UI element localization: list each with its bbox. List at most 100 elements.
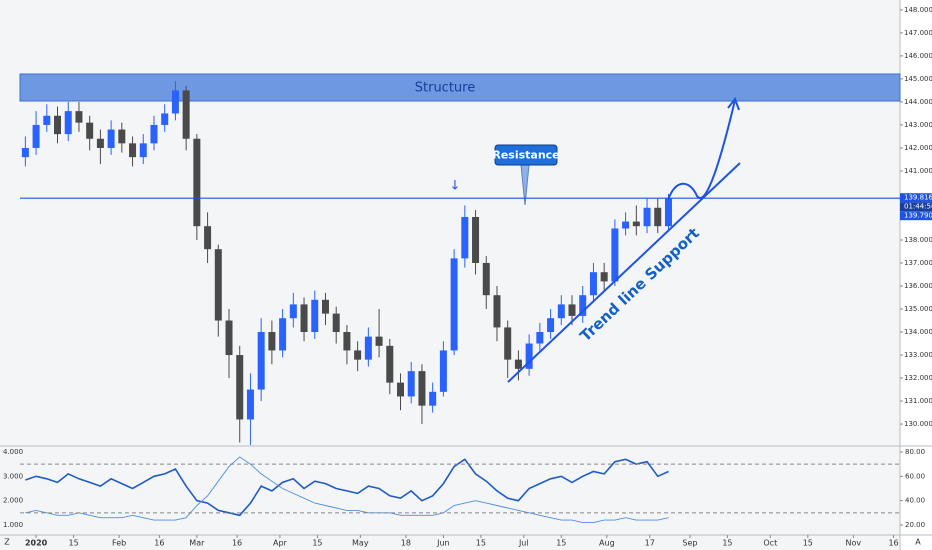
candle-body xyxy=(118,129,126,144)
indicator xyxy=(25,456,669,524)
candle-body xyxy=(439,350,447,392)
structure-label: Structure xyxy=(415,81,475,96)
countdown-label: 01:44:50 xyxy=(904,203,932,211)
y-tick-label: 130.000 xyxy=(904,420,932,428)
candle-body xyxy=(472,216,480,263)
candle-body xyxy=(611,228,619,282)
y-tick-label: 146.000 xyxy=(904,52,932,60)
arrow-head xyxy=(727,96,740,111)
candle-body xyxy=(547,318,555,333)
x-tick-label: 15 xyxy=(312,539,322,548)
candle-body xyxy=(525,343,533,369)
candle-body xyxy=(21,147,29,158)
candle-body xyxy=(461,216,469,259)
corner-label: A xyxy=(915,538,921,547)
candle-body xyxy=(246,389,254,420)
x-tick-label: 17 xyxy=(645,539,655,548)
candle-body xyxy=(86,122,94,139)
x-tick-label: 15 xyxy=(476,539,486,548)
candle-body xyxy=(193,138,201,227)
candle-body xyxy=(150,124,158,144)
price-axis-bg xyxy=(900,0,932,550)
x-tick-label: Jun xyxy=(436,539,450,548)
x-tick-label: 15 xyxy=(68,539,78,548)
callout-label: Resistance xyxy=(492,149,559,162)
candle-body xyxy=(407,371,415,397)
y-tick-label: 1.000 xyxy=(3,521,23,529)
candle-body xyxy=(364,336,372,360)
candle-body xyxy=(418,371,426,406)
y-tick-label: 133.000 xyxy=(904,351,932,359)
candle-body xyxy=(354,350,362,360)
price-tag xyxy=(900,193,932,203)
y-tick-label: 4.000 xyxy=(3,448,23,456)
candle-body xyxy=(129,143,137,158)
candle-body xyxy=(664,198,672,227)
y-tick-label: 134.000 xyxy=(904,328,932,336)
y-tick-label: 131.000 xyxy=(904,397,932,405)
y-tick-label: 137.000 xyxy=(904,259,932,267)
candle-body xyxy=(289,304,297,319)
bid-tag xyxy=(900,211,932,221)
candle-body xyxy=(600,272,608,282)
candle-body xyxy=(429,391,437,406)
candles xyxy=(21,81,672,445)
indicator-line xyxy=(25,456,669,524)
y-tick-label: 145.000 xyxy=(904,75,932,83)
candle-body xyxy=(225,320,233,356)
y-tick-label: 2.000 xyxy=(3,497,23,505)
y-tick-label: 143.000 xyxy=(904,121,932,129)
candle-body xyxy=(557,304,565,319)
x-tick-label: 16 xyxy=(154,539,164,548)
y-tick-label: 138.000 xyxy=(904,236,932,244)
candle-body xyxy=(622,221,630,229)
x-tick-label: 16 xyxy=(232,539,242,548)
y2-tick-label: 80.00 xyxy=(905,448,925,456)
indicator-line xyxy=(25,458,669,517)
price-tag-label: 139.816 xyxy=(904,194,932,202)
candle-body xyxy=(96,138,104,148)
candle-body xyxy=(397,382,405,397)
bid-tag-label: 139.790 xyxy=(904,212,932,220)
candle-body xyxy=(332,313,340,333)
candle-body xyxy=(482,262,490,296)
x-tick-label: Apr xyxy=(273,539,288,548)
y-tick-label: 147.000 xyxy=(904,29,932,37)
x-tick-label: 2020 xyxy=(25,539,48,548)
candle-body xyxy=(268,332,276,351)
candle-body xyxy=(32,124,40,148)
candle-body xyxy=(75,111,83,123)
candle-body xyxy=(204,226,212,250)
corner-label: Z xyxy=(4,538,10,547)
candle-body xyxy=(171,90,179,114)
candle-body xyxy=(182,90,190,139)
candle-body xyxy=(257,332,265,390)
candle-body xyxy=(375,336,383,346)
candle-body xyxy=(654,207,662,227)
candle-body xyxy=(536,332,544,344)
x-tick-label: 16 xyxy=(888,539,898,548)
down-arrow: ↓ xyxy=(450,179,461,194)
candle-body xyxy=(493,295,501,328)
candle-body xyxy=(161,113,169,125)
candle-body xyxy=(107,129,115,148)
x-tick-label: Jul xyxy=(518,539,529,548)
candle-body xyxy=(236,355,244,420)
candle-body xyxy=(64,111,72,135)
y-tick-label: 148.000 xyxy=(904,6,932,14)
x-tick-label: 18 xyxy=(401,539,411,548)
candle-body xyxy=(54,115,62,135)
candle-body xyxy=(386,345,394,383)
x-tick-label: Feb xyxy=(112,539,126,548)
x-tick-label: Nov xyxy=(846,539,862,548)
candle-body xyxy=(321,299,329,314)
candle-body xyxy=(139,143,147,158)
candle-body xyxy=(43,115,51,125)
candle-body xyxy=(300,304,308,333)
callout-box xyxy=(494,144,558,166)
countdown-tag xyxy=(900,202,932,212)
candle-body xyxy=(343,332,351,351)
y-tick-label: 135.000 xyxy=(904,305,932,313)
x-tick-label: May xyxy=(352,539,369,548)
